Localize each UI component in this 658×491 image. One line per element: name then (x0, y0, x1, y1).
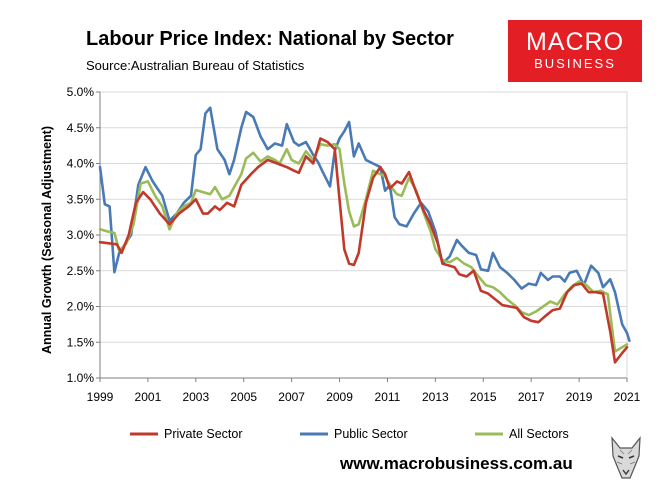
y-tick-label: 2.5% (67, 264, 95, 278)
x-tick-label: 2015 (470, 390, 497, 404)
y-tick-label: 4.0% (67, 157, 95, 171)
source-note: Source:Australian Bureau of Statistics (86, 58, 304, 73)
brand-logo-line2: BUSINESS (534, 56, 616, 71)
legend-label-public-sector: Public Sector (334, 427, 408, 441)
y-tick-label: 2.0% (67, 300, 95, 314)
y-axis-label: Annual Growth (Seasonal Adjustment) (40, 126, 54, 354)
x-tick-label: 2021 (614, 390, 641, 404)
x-tick-label: 1999 (87, 390, 114, 404)
legend: Private Sector Public Sector All Sectors (130, 427, 569, 441)
wolf-logo-icon (611, 436, 641, 479)
brand-logo: MACRO BUSINESS (508, 20, 642, 82)
y-axis-ticks: 1.0% 1.5% 2.0% 2.5% 3.0% 3.5% 4.0% 4.5% 5.0% (67, 85, 100, 385)
x-axis-ticks: 1999 2001 2003 2005 2007 2009 2011 2013 2015 2017… (87, 378, 641, 404)
x-tick-label: 2005 (230, 390, 257, 404)
y-tick-label: 3.0% (67, 228, 95, 242)
x-tick-label: 2009 (326, 390, 353, 404)
x-tick-label: 2013 (422, 390, 449, 404)
series-line-public-sector (98, 106, 631, 343)
source-label: Source: (86, 58, 131, 73)
legend-label-private-sector: Private Sector (164, 427, 243, 441)
legend-label-all-sectors: All Sectors (509, 427, 569, 441)
x-tick-label: 2019 (566, 390, 593, 404)
x-tick-label: 2003 (182, 390, 209, 404)
x-tick-label: 2001 (135, 390, 162, 404)
x-tick-label: 2017 (518, 390, 545, 404)
brand-logo-line1: MACRO (525, 28, 625, 56)
y-tick-label: 1.5% (67, 335, 95, 349)
y-tick-label: 1.0% (67, 371, 95, 385)
x-tick-label: 2011 (375, 390, 401, 404)
y-tick-label: 5.0% (67, 85, 95, 99)
page-title: Labour Price Index: National by Sector (86, 28, 454, 50)
series-line-all-sectors (98, 142, 629, 353)
series-lines (98, 106, 631, 364)
y-tick-label: 3.5% (67, 192, 95, 206)
x-tick-label: 2007 (278, 390, 305, 404)
source-text: Australian Bureau of Statistics (130, 58, 305, 73)
series-line-private-sector (98, 137, 629, 364)
website-url: www.macrobusiness.com.au (340, 454, 573, 473)
y-tick-label: 4.5% (67, 121, 95, 135)
